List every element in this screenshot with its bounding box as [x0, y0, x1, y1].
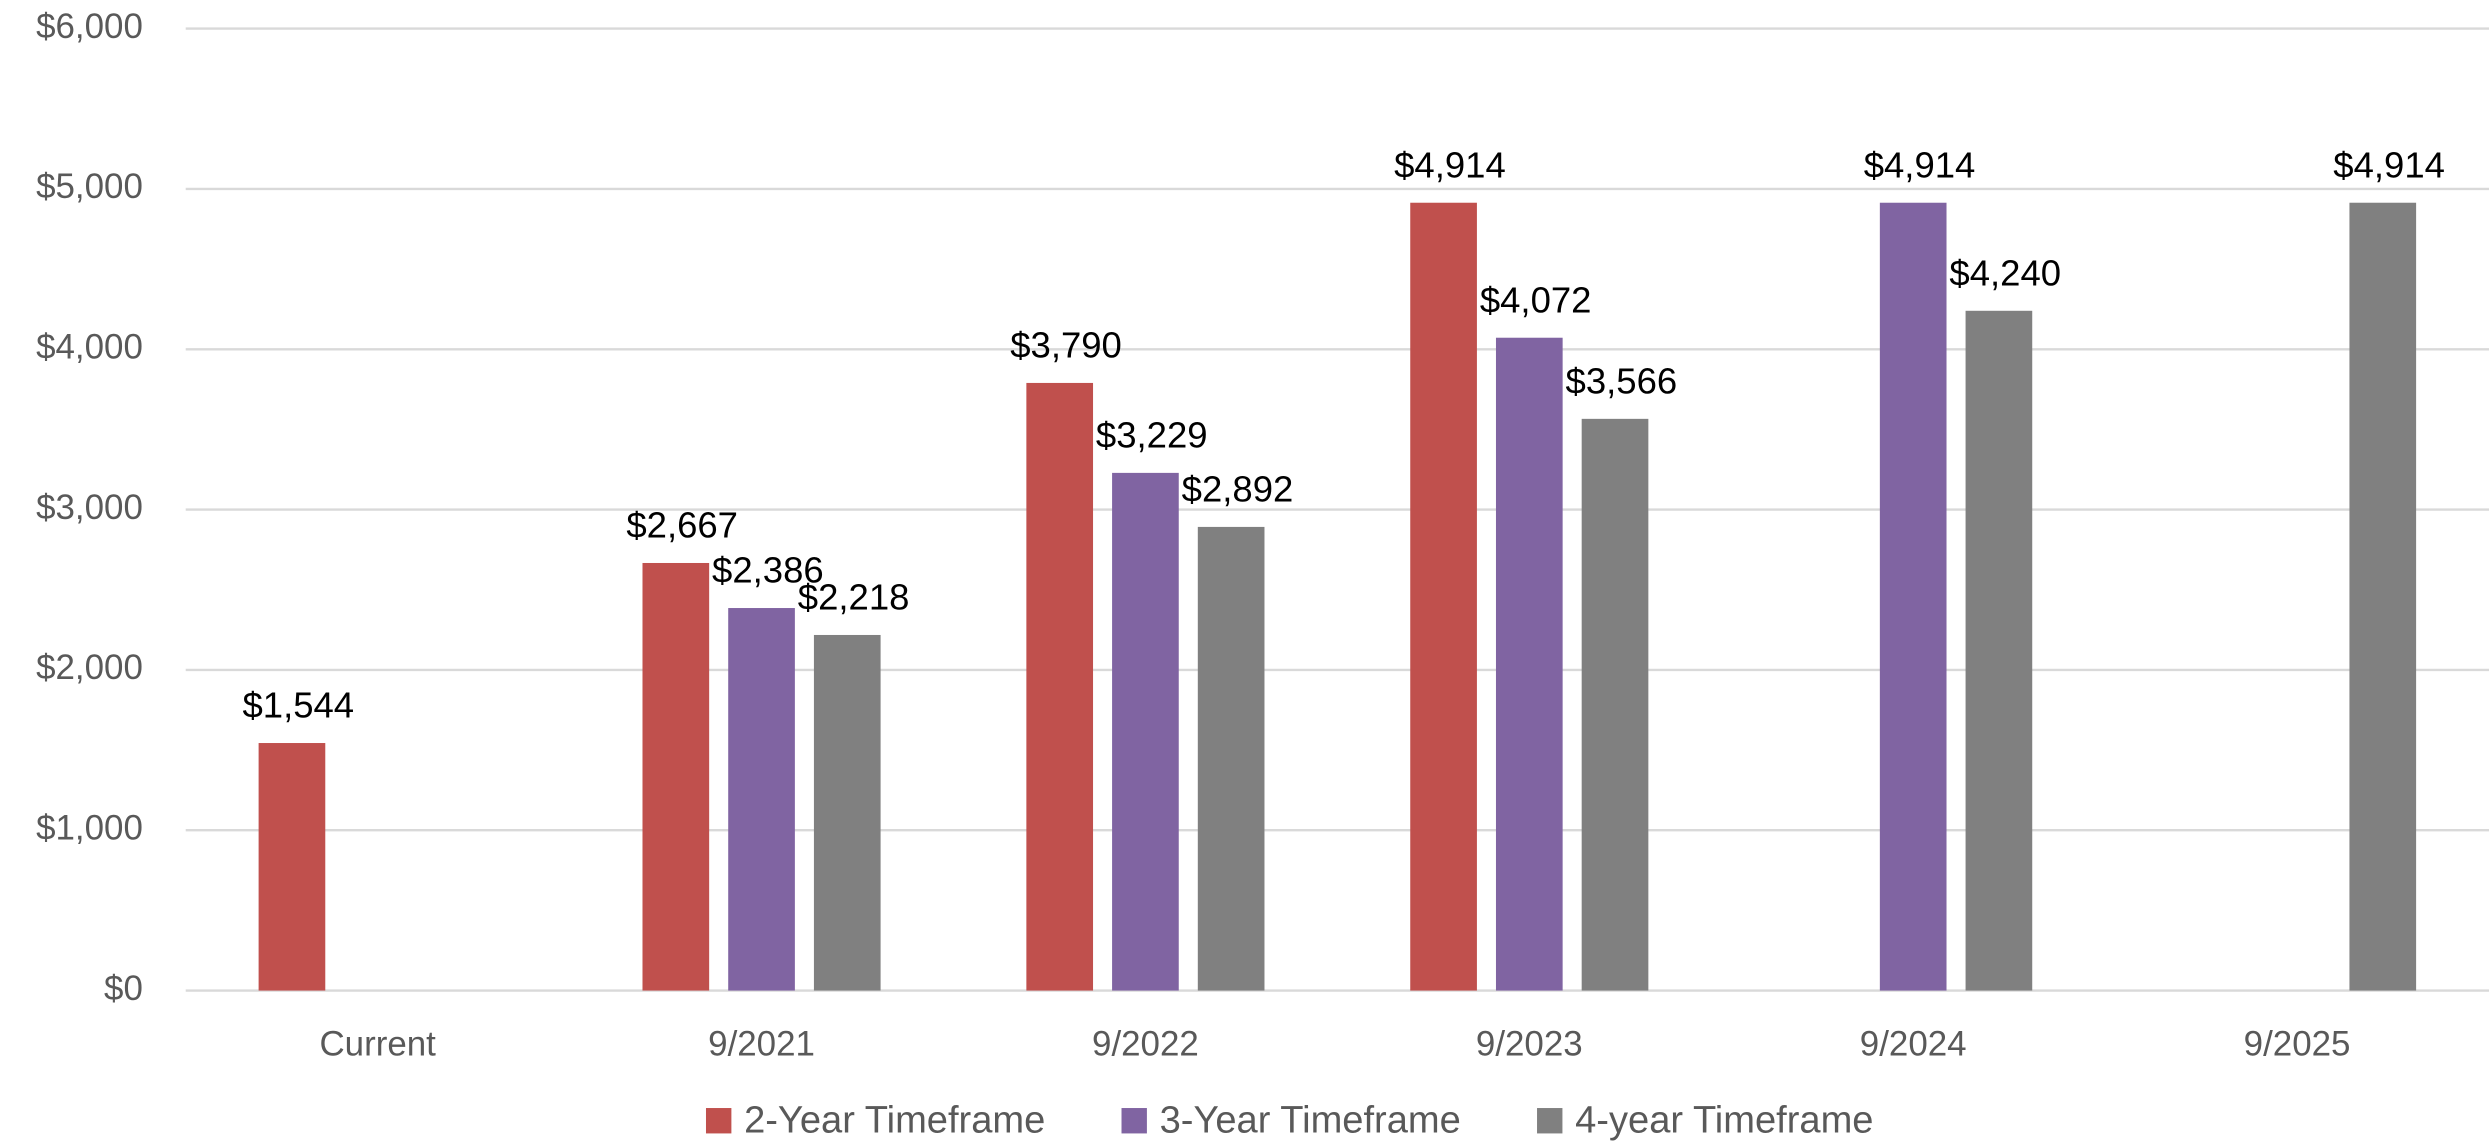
x-tick-label: 9/2025: [2244, 1024, 2351, 1063]
data-label: $4,914: [2333, 144, 2445, 185]
data-label: $2,892: [1182, 469, 1294, 510]
data-label: $2,218: [798, 577, 910, 618]
legend-label: 2-Year Timeframe: [744, 1099, 1045, 1141]
bar: [1197, 526, 1265, 991]
bar: [1026, 382, 1094, 991]
y-tick-label: $1,000: [36, 808, 143, 847]
legend-label: 3-Year Timeframe: [1160, 1099, 1461, 1141]
x-tick-label: 9/2022: [1092, 1024, 1199, 1063]
bar: [2349, 202, 2417, 991]
legend-swatch: [1121, 1108, 1147, 1134]
bar: [258, 743, 326, 991]
bar: [1965, 310, 2033, 991]
bar: [728, 608, 795, 991]
data-label: $4,914: [1394, 144, 1506, 185]
legend-swatch: [1537, 1108, 1563, 1134]
data-label: $3,229: [1096, 415, 1208, 456]
x-tick-label: 9/2024: [1860, 1024, 1967, 1063]
data-label: $3,790: [1010, 325, 1122, 366]
x-tick-label: Current: [319, 1024, 436, 1063]
data-label: $1,544: [242, 685, 354, 726]
x-tick-label: 9/2023: [1476, 1024, 1583, 1063]
data-label: $2,386: [712, 550, 824, 591]
y-tick-label: $2,000: [36, 648, 143, 687]
data-label: $2,667: [626, 505, 738, 546]
bar: [642, 562, 710, 991]
y-tick-label: $4,000: [36, 327, 143, 366]
legend-label: 4-year Timeframe: [1575, 1099, 1873, 1141]
data-label: $4,914: [1864, 144, 1976, 185]
legend-swatch: [705, 1108, 732, 1134]
bar: [1581, 418, 1649, 991]
x-tick-label: 9/2021: [708, 1024, 815, 1063]
y-tick-label: $5,000: [36, 167, 143, 206]
y-tick-label: $0: [104, 969, 143, 1008]
y-tick-label: $3,000: [36, 488, 143, 527]
data-label: $4,240: [1949, 253, 2061, 294]
y-tick-label: $6,000: [36, 7, 143, 46]
bar: [1112, 472, 1179, 991]
bar: [813, 634, 881, 991]
bar: [1495, 337, 1563, 991]
bar: [1879, 202, 1947, 991]
data-label: $3,566: [1566, 361, 1678, 402]
data-label: $4,072: [1480, 279, 1592, 320]
bar: [1410, 202, 1477, 991]
